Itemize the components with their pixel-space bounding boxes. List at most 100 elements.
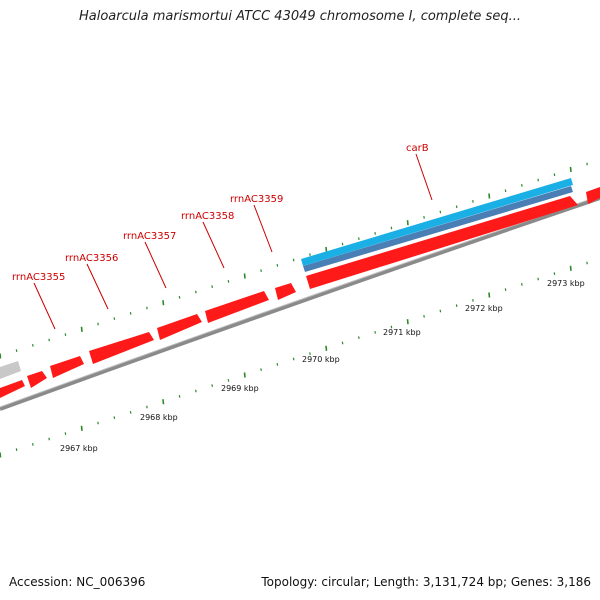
gene-arrow[interactable]: [89, 332, 154, 364]
leader-line: [253, 204, 273, 253]
tick-mark: [292, 357, 295, 361]
tick-mark: [129, 311, 132, 315]
tick-mark: [178, 295, 181, 299]
tick-mark: [423, 314, 425, 318]
gene-label-rrnAC3355[interactable]: rrnAC3355: [12, 272, 65, 283]
tick-mark: [113, 416, 116, 420]
tick-mark: [260, 368, 262, 372]
blue-feature-dark[interactable]: [303, 186, 573, 272]
gene-label-rrnAC3358[interactable]: rrnAC3358: [181, 211, 234, 222]
gene-label-rrnAC3356[interactable]: rrnAC3356: [65, 253, 118, 264]
leader-line: [33, 282, 56, 330]
tick-mark: [341, 341, 344, 345]
gene-arrow[interactable]: [205, 291, 269, 323]
kbp-label: 2968 kbp: [140, 413, 178, 422]
tick-mark: [358, 237, 360, 241]
tick-mark: [0, 353, 2, 359]
tick-mark: [48, 338, 50, 342]
gene-arrow[interactable]: [306, 196, 578, 289]
tick-mark: [195, 389, 197, 393]
gene-arrow[interactable]: [50, 356, 84, 378]
tick-mark: [162, 399, 165, 405]
tick-mark: [260, 269, 262, 273]
leader-line: [202, 221, 225, 269]
tick-mark: [276, 362, 279, 366]
gene-label-rrnAC3359[interactable]: rrnAC3359: [230, 194, 283, 205]
tick-mark: [211, 384, 213, 388]
gene-arrow[interactable]: [27, 371, 47, 388]
blue-feature-light[interactable]: [301, 178, 573, 266]
gene-arrows: [0, 187, 600, 398]
tick-mark: [504, 288, 507, 292]
tick-mark: [243, 273, 246, 279]
leader-line: [415, 153, 433, 201]
kbp-label: 2973 kbp: [547, 279, 585, 288]
gene-arrow[interactable]: [275, 283, 296, 300]
tick-mark: [292, 258, 295, 262]
tick-mark: [80, 425, 83, 431]
tick-mark: [553, 173, 556, 177]
tick-mark: [309, 253, 311, 257]
tick-mark: [472, 298, 474, 302]
topology-summary: Topology: circular; Length: 3,131,724 bp…: [261, 575, 591, 589]
tick-mark: [553, 272, 556, 276]
tick-mark: [439, 210, 442, 214]
kbp-label: 2970 kbp: [302, 355, 340, 364]
accession-text: Accession: NC_006396: [9, 575, 146, 589]
leader-line: [86, 263, 109, 310]
tick-mark: [309, 352, 311, 356]
tick-mark: [390, 325, 393, 329]
tick-mark: [374, 330, 376, 334]
leader-line: [144, 241, 167, 289]
label-leader-lines: [33, 153, 433, 330]
tick-mark: [64, 333, 67, 337]
gene-label-rrnAC3357[interactable]: rrnAC3357: [123, 231, 176, 242]
tick-mark: [586, 162, 588, 166]
gene-label-carB[interactable]: carB: [406, 143, 429, 154]
tick-mark: [325, 246, 328, 252]
tick-mark: [178, 394, 181, 398]
tick-mark: [227, 279, 230, 283]
tick-mark: [325, 345, 328, 351]
chromosome-backbone: [0, 196, 600, 411]
tick-row-lower: [0, 261, 588, 458]
tick-mark: [390, 226, 393, 230]
gene-arrow[interactable]: [586, 187, 600, 204]
tick-mark: [374, 231, 376, 235]
tick-mark: [195, 290, 197, 294]
tick-mark: [162, 300, 165, 306]
kbp-label: 2972 kbp: [465, 304, 503, 313]
tick-mark: [48, 437, 50, 441]
tick-mark: [97, 421, 99, 425]
tick-mark: [146, 405, 148, 409]
tick-mark: [243, 372, 246, 378]
tick-mark: [569, 166, 572, 172]
tick-mark: [488, 193, 491, 199]
tick-mark: [15, 448, 18, 452]
tick-mark: [97, 322, 99, 326]
gene-arrow[interactable]: [0, 380, 25, 398]
tick-mark: [586, 261, 588, 265]
tick-mark: [358, 336, 360, 340]
tick-mark: [488, 292, 491, 298]
tick-mark: [455, 304, 458, 308]
chromosome-backbone-highlight: [0, 195, 600, 408]
tick-mark: [32, 343, 34, 347]
tick-mark: [80, 326, 83, 332]
tick-mark: [64, 432, 67, 436]
kbp-label: 2971 kbp: [383, 328, 421, 337]
tick-mark: [439, 309, 442, 313]
tick-mark: [455, 205, 458, 209]
tick-mark: [276, 263, 279, 267]
tick-mark: [406, 319, 409, 325]
tick-mark: [406, 220, 409, 226]
tick-mark: [521, 183, 523, 187]
tick-mark: [0, 452, 2, 458]
tick-mark: [341, 242, 344, 246]
tick-mark: [146, 306, 148, 310]
gene-arrow[interactable]: [157, 314, 202, 340]
gene-feature-grey[interactable]: [0, 361, 21, 379]
kbp-label: 2969 kbp: [221, 384, 259, 393]
tick-mark: [537, 277, 539, 281]
